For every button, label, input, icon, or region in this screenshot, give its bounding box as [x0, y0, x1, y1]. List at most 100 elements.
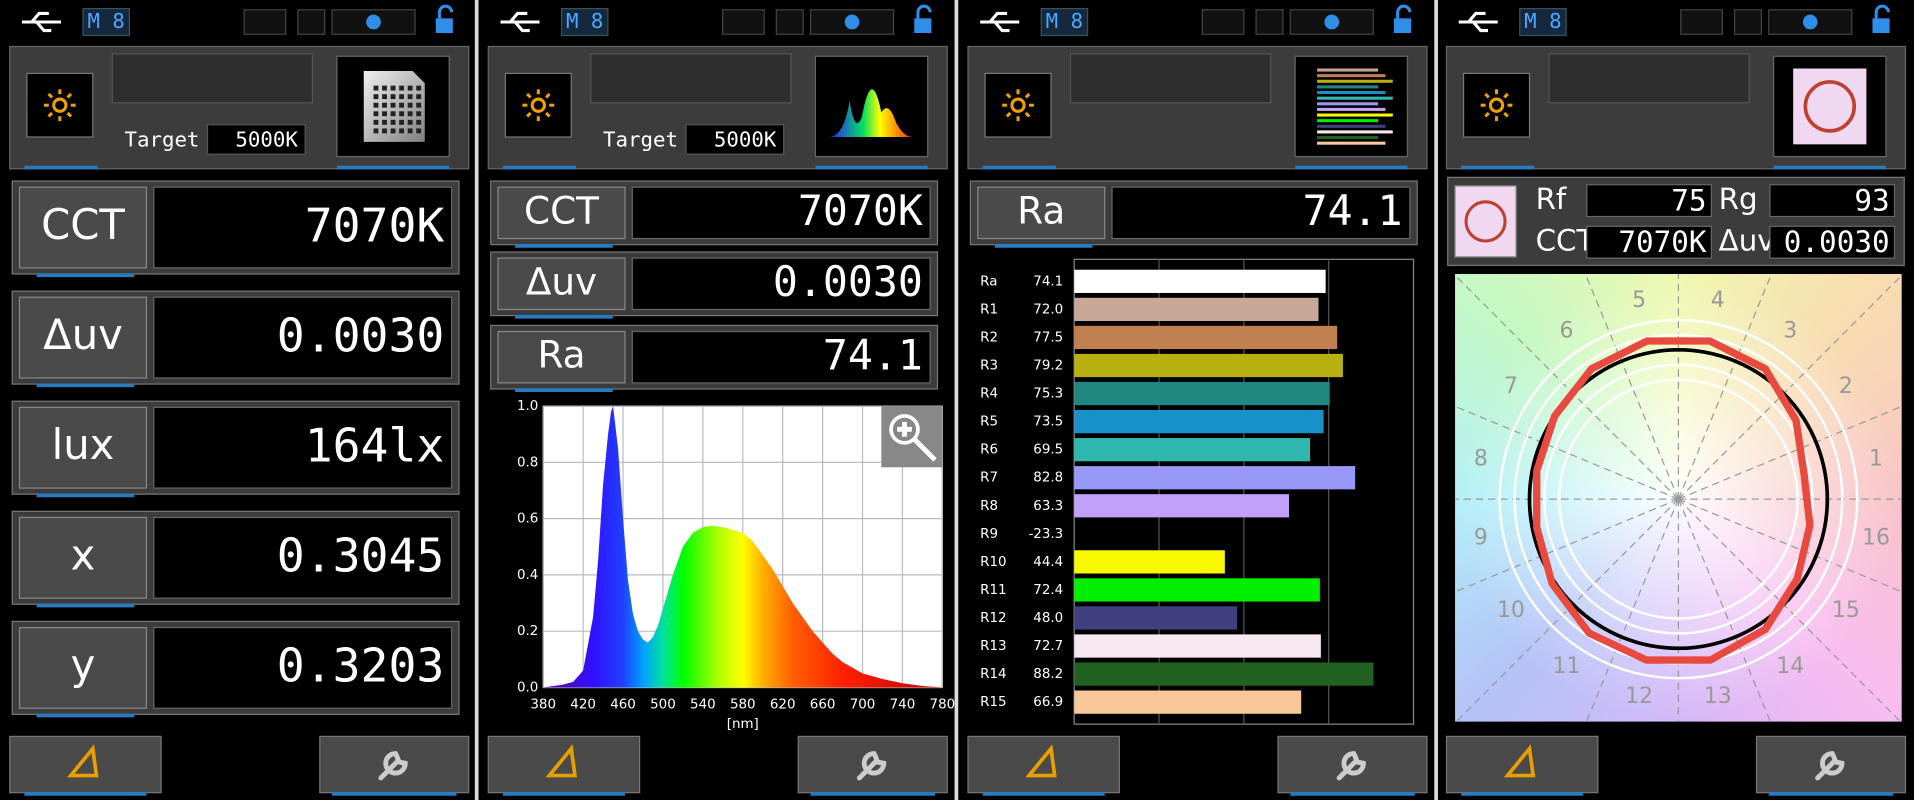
sun-ray	[526, 92, 532, 99]
category-label: R7	[980, 471, 998, 486]
status-box	[1768, 9, 1853, 35]
readout-label: CCT	[41, 200, 125, 249]
wrench-icon	[1336, 751, 1366, 781]
lock-icon	[1393, 18, 1412, 34]
readout-value: 7070K	[305, 198, 445, 252]
sun-ray	[1503, 111, 1509, 118]
light-source-button[interactable]	[1462, 72, 1531, 138]
icon-dot	[382, 102, 387, 108]
value-label: 72.7	[1033, 639, 1063, 654]
icon-dot	[407, 102, 413, 108]
lock-shackle	[1874, 4, 1890, 19]
category-label: R5	[980, 415, 998, 430]
icon-line	[1317, 96, 1393, 100]
hue-bin-label: 11	[1553, 654, 1581, 679]
y-tick-label: 0.4	[517, 568, 538, 583]
category-label: R15	[980, 695, 1006, 710]
icon-line	[1317, 74, 1386, 78]
readout-label: CCT	[1536, 224, 1595, 258]
icon-line	[1317, 119, 1379, 123]
icon-line	[1317, 79, 1393, 83]
readout-label-box	[497, 330, 626, 384]
header-middle	[1548, 53, 1750, 104]
tool-button[interactable]	[1445, 735, 1599, 794]
sun-ray	[1503, 92, 1509, 99]
readout-label: Rg	[1719, 182, 1758, 216]
light-source-button[interactable]	[26, 72, 94, 138]
value-label: 66.9	[1033, 695, 1063, 710]
hue-bin-label: 12	[1625, 684, 1653, 709]
x-tick-label: 500	[650, 698, 676, 713]
icon-dot	[407, 85, 413, 91]
tool-button[interactable]	[9, 735, 162, 794]
readout-label-box	[18, 186, 148, 269]
reference-circle	[1527, 348, 1830, 651]
status-box	[775, 9, 804, 35]
icon-line	[1317, 124, 1386, 128]
category-label: R1	[980, 302, 998, 317]
delta-icon	[66, 744, 99, 778]
tool-button[interactable]	[967, 735, 1120, 794]
readout-label-box	[977, 186, 1106, 240]
icon-dot	[399, 85, 405, 91]
readout-value: 7070K	[1618, 225, 1706, 259]
radial-line	[1455, 498, 1679, 593]
target-value: 5000K	[714, 128, 777, 152]
readout-value: 74.1	[823, 330, 923, 379]
header-middle	[590, 53, 792, 104]
spectrum-icon	[830, 89, 914, 138]
readout-value: 164lx	[305, 418, 445, 472]
bar	[1074, 550, 1225, 574]
bar	[1074, 634, 1321, 658]
status-dot	[366, 14, 381, 30]
mode-box	[1040, 7, 1089, 37]
icon-dot	[390, 94, 396, 100]
status-dot	[844, 14, 860, 30]
x-tick-label: 620	[770, 698, 796, 713]
light-source-button[interactable]	[984, 72, 1052, 138]
bar	[1074, 325, 1338, 350]
readout-value-box	[153, 296, 453, 379]
icon-dot	[416, 119, 422, 125]
icon-dot	[390, 102, 396, 108]
icon-dot	[373, 94, 379, 100]
x-tick-label: 700	[850, 698, 876, 713]
icon-line	[1317, 136, 1379, 140]
y-tick-label: 0.6	[517, 512, 538, 527]
mode: M 8	[1046, 9, 1083, 33]
bar	[1074, 297, 1319, 322]
target-value: 5000K	[235, 128, 298, 152]
value-label: 72.0	[1033, 302, 1063, 317]
icon-dot	[407, 119, 413, 125]
icon-dot	[390, 85, 396, 91]
icon-dot	[416, 111, 422, 117]
tool-button[interactable]	[487, 735, 641, 794]
icon-line	[1317, 91, 1386, 95]
icon-dot	[399, 128, 405, 134]
readout-label: Δuv	[43, 310, 123, 359]
hue-bin-label: 9	[1474, 525, 1488, 550]
bar	[1074, 690, 1302, 714]
usb-icon	[21, 11, 62, 33]
sun-ray	[66, 111, 73, 118]
category-label: R13	[980, 639, 1006, 654]
hue-bin-label: 14	[1776, 654, 1804, 679]
bar	[1074, 578, 1320, 602]
radial-line	[1678, 498, 1902, 593]
radial-line	[1677, 274, 1902, 500]
reference-ring	[1558, 378, 1799, 620]
view-button[interactable]	[1294, 55, 1409, 158]
x-tick-label: 380	[530, 698, 556, 713]
icon-dot	[390, 128, 396, 134]
hue-bin-label: 8	[1474, 447, 1488, 472]
vector-icon	[1454, 185, 1517, 258]
value-label: 44.4	[1033, 555, 1063, 570]
readout-label-box	[18, 406, 148, 489]
icon-dot	[407, 128, 413, 134]
category-label: R8	[980, 499, 998, 514]
value-label: 79.2	[1033, 358, 1063, 373]
light-source-button[interactable]	[504, 72, 572, 138]
x-tick-label: 460	[610, 698, 636, 713]
mode: M 8	[566, 9, 603, 33]
hue-bin-label: 4	[1711, 288, 1725, 313]
